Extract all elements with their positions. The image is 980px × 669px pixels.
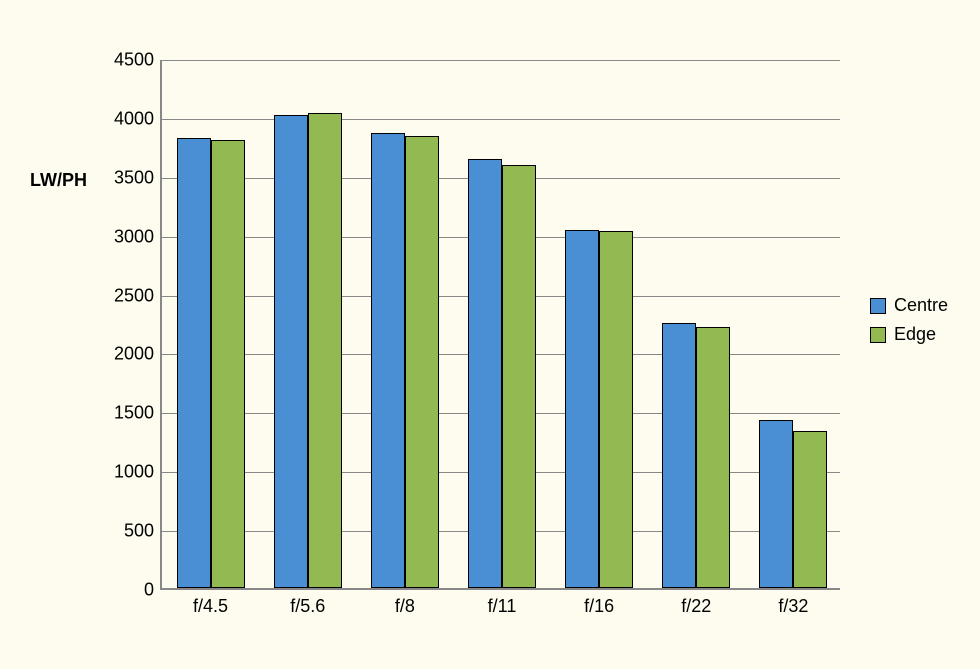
x-tick-label: f/4.5	[193, 596, 228, 617]
x-tick-label: f/8	[395, 596, 415, 617]
bar-centre	[274, 115, 308, 588]
bar-centre	[662, 323, 696, 588]
plot-area: 050010001500200025003000350040004500f/4.…	[160, 60, 840, 590]
legend-swatch	[870, 298, 886, 314]
y-tick-label: 4500	[114, 50, 154, 71]
x-tick-label: f/5.6	[290, 596, 325, 617]
bar-centre	[565, 230, 599, 588]
y-tick-label: 1000	[114, 462, 154, 483]
bar-centre	[468, 159, 502, 588]
legend-item: Centre	[870, 295, 948, 316]
x-tick-label: f/11	[488, 596, 517, 617]
y-tick-label: 0	[144, 580, 154, 601]
bar-edge	[211, 140, 245, 588]
y-tick-label: 3000	[114, 226, 154, 247]
y-tick-label: 4000	[114, 108, 154, 129]
bar-edge	[308, 113, 342, 588]
y-tick-label: 2000	[114, 344, 154, 365]
bar-edge	[405, 136, 439, 588]
bar-centre	[177, 138, 211, 588]
y-tick-label: 1500	[114, 403, 154, 424]
bar-centre	[371, 133, 405, 588]
y-axis-label: LW/PH	[30, 170, 87, 191]
bar-centre	[759, 420, 793, 588]
bar-edge	[599, 231, 633, 588]
x-tick-label: f/22	[681, 596, 711, 617]
legend-label: Centre	[894, 295, 948, 316]
x-tick-label: f/16	[584, 596, 614, 617]
bar-edge	[793, 431, 827, 588]
bar-edge	[502, 165, 536, 588]
gridline	[162, 60, 840, 61]
x-tick-label: f/32	[778, 596, 808, 617]
chart-container: LW/PH 0500100015002000250030003500400045…	[30, 40, 950, 640]
legend-item: Edge	[870, 324, 948, 345]
bar-edge	[696, 327, 730, 588]
legend-label: Edge	[894, 324, 936, 345]
y-tick-label: 2500	[114, 285, 154, 306]
gridline	[162, 119, 840, 120]
legend: Centre Edge	[870, 295, 948, 353]
y-tick-label: 3500	[114, 167, 154, 188]
legend-swatch	[870, 327, 886, 343]
y-tick-label: 500	[124, 521, 154, 542]
